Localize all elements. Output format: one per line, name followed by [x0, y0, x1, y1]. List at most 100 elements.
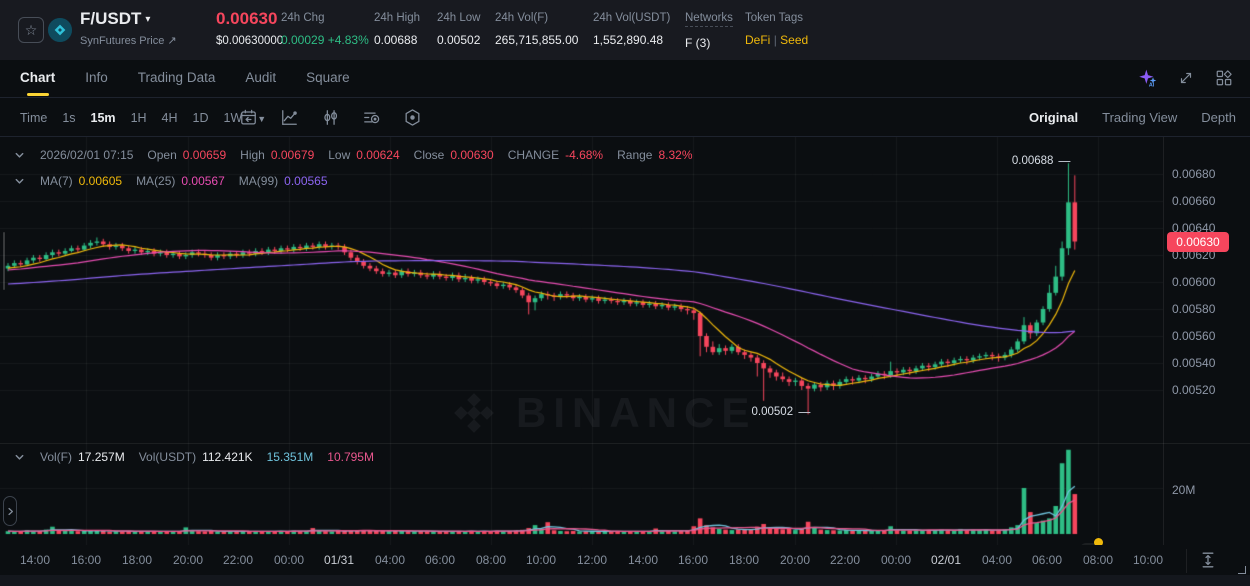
- time-axis[interactable]: 14:00 16:00 18:00 20:00 22:00 00:00 01/31 04:00…: [0, 545, 1250, 575]
- svg-text:AI: AI: [1149, 82, 1155, 88]
- volume-value: 112.421K: [202, 450, 253, 464]
- stat-label: 24h Vol(USDT): [593, 12, 671, 24]
- interval-time-label: Time: [20, 110, 48, 125]
- notification-dot: [1094, 538, 1103, 547]
- line-chart-icon[interactable]: [279, 107, 300, 128]
- usd-price: $0.00630000: [216, 35, 284, 47]
- time-tick: 16:00: [70, 553, 102, 567]
- goto-date-icon[interactable]: [238, 107, 259, 128]
- indicator-icon[interactable]: [361, 107, 382, 128]
- ohlc-value: -4.68%: [565, 148, 604, 162]
- interval-15m[interactable]: 15m: [90, 110, 116, 125]
- token-tags-label: Token Tags: [745, 12, 803, 24]
- networks-stat[interactable]: Networks F (3): [685, 12, 733, 50]
- annotation-dash: [1058, 160, 1071, 162]
- ohlc-values: Open 0.00659 High 0.00679 Low 0.00624 Close 0.0…: [147, 148, 692, 162]
- low-annotation: 0.00502: [752, 406, 811, 418]
- resize-corner-icon[interactable]: [1238, 566, 1246, 574]
- tag-seed[interactable]: Seed: [780, 33, 809, 47]
- tab-square[interactable]: Square: [306, 70, 350, 85]
- ohlc-value: 0.00624: [356, 148, 400, 162]
- time-tick: 08:00: [1082, 553, 1114, 567]
- auto-fit-icon[interactable]: [1197, 549, 1219, 571]
- axis-corner-divider: [1186, 549, 1187, 573]
- time-tick: 04:00: [374, 553, 406, 567]
- stat-label: 24h Chg: [281, 12, 325, 24]
- stat-value: 265,715,855.00: [495, 33, 579, 47]
- interval-1H[interactable]: 1H: [130, 110, 147, 125]
- ohlc-value: 0.00679: [270, 148, 315, 162]
- ai-assistant-icon[interactable]: AI: [1138, 68, 1158, 88]
- pane-divider[interactable]: [0, 443, 1250, 444]
- time-tick: 16:00: [677, 553, 709, 567]
- time-tick: 20:00: [172, 553, 204, 567]
- favorite-button[interactable]: ☆: [18, 17, 44, 43]
- time-tick: 18:00: [728, 553, 760, 567]
- fullscreen-icon[interactable]: [1176, 68, 1196, 88]
- last-price-badge: 0.00630: [1167, 231, 1229, 252]
- volume-ma-value: 15.351M: [266, 450, 314, 464]
- view-trading-view[interactable]: Trading View: [1102, 110, 1178, 125]
- collapse-caret-icon[interactable]: [14, 149, 26, 161]
- price-source-link[interactable]: SynFutures Price ↗: [80, 35, 177, 47]
- ohlc-pair: Range 8.32%: [617, 148, 692, 162]
- volume-pane-expander[interactable]: [3, 496, 17, 526]
- ohlc-label: CHANGE: [507, 148, 560, 162]
- view-original[interactable]: Original: [1029, 110, 1079, 125]
- collapse-caret-icon[interactable]: [14, 175, 26, 187]
- candlestick-icon[interactable]: [320, 107, 341, 128]
- volume-label: Vol(USDT): [138, 450, 197, 464]
- token-logo: [48, 18, 72, 42]
- ohlc-value: 0.00659: [182, 148, 227, 162]
- ohlc-pair: Close 0.00630: [414, 148, 494, 162]
- layout-grid-icon[interactable]: [1214, 68, 1234, 88]
- interval-1s[interactable]: 1s: [62, 110, 76, 125]
- ohlc-label: Open: [147, 148, 177, 162]
- token-tags-value: DeFi | Seed: [745, 33, 808, 47]
- tab-chart[interactable]: Chart: [20, 60, 55, 98]
- interval-4H[interactable]: 4H: [161, 110, 178, 125]
- interval-more-caret-icon[interactable]: ▼: [257, 113, 267, 124]
- interval-1W[interactable]: 1W: [223, 110, 243, 125]
- volume-tick-label: 20M: [1172, 483, 1196, 497]
- star-icon: ☆: [24, 21, 38, 38]
- price-tick: 0.00620: [1172, 248, 1216, 262]
- volume-label: Vol(F): [40, 450, 73, 464]
- time-tick: 20:00: [779, 553, 811, 567]
- price-chart-canvas[interactable]: [0, 137, 1163, 545]
- stat-label: 24h Vol(F): [495, 12, 549, 24]
- tab-info[interactable]: Info: [85, 70, 108, 85]
- collapse-caret-icon[interactable]: [14, 451, 26, 463]
- time-tick: 18:00: [121, 553, 153, 567]
- ohlc-label: Close: [413, 148, 445, 162]
- symbol-selector[interactable]: F/USDT ▾: [80, 9, 150, 29]
- ohlc-legend: 2026/02/01 07:15 Open 0.00659 High 0.00679 L…: [14, 148, 693, 162]
- time-tick: 12:00: [576, 553, 608, 567]
- price-tick: 0.00680: [1172, 167, 1216, 181]
- ma-value: 0.00605: [78, 174, 123, 188]
- time-tick: 00:00: [880, 553, 912, 567]
- stat-value: 0.00502: [437, 33, 481, 47]
- high-annotation-value: 0.00688: [1011, 155, 1054, 168]
- chart-settings-icon[interactable]: [402, 107, 423, 128]
- price-tick: 0.00560: [1172, 329, 1216, 343]
- tool-icons: [238, 107, 423, 128]
- header-stat: 24h Low 0.00502: [437, 12, 480, 47]
- price-tick: 0.00540: [1172, 356, 1216, 370]
- volume-ma-value: 10.795M: [327, 450, 374, 464]
- view-depth[interactable]: Depth: [1201, 110, 1236, 125]
- chart-area: BINANCE 2026/02/01 07:15 Open0.00659High…: [0, 137, 1250, 575]
- ohlc-pair: High 0.00679: [240, 148, 314, 162]
- tab-audit[interactable]: Audit: [245, 70, 277, 85]
- ohlc-label: High: [240, 148, 265, 162]
- tag-defi[interactable]: DeFi: [745, 33, 771, 47]
- price-axis-border: [1163, 137, 1164, 575]
- pane-scrollbar[interactable]: [3, 232, 5, 290]
- token-icon: [48, 18, 72, 42]
- tab-trading-data[interactable]: Trading Data: [137, 70, 216, 85]
- header-stat: 24h Chg 0.00029 +4.83%: [281, 12, 369, 47]
- interval-1D[interactable]: 1D: [192, 110, 209, 125]
- time-tick: 14:00: [19, 553, 51, 567]
- annotation-dash: [798, 411, 811, 413]
- ma-label: MA(25): [136, 174, 176, 188]
